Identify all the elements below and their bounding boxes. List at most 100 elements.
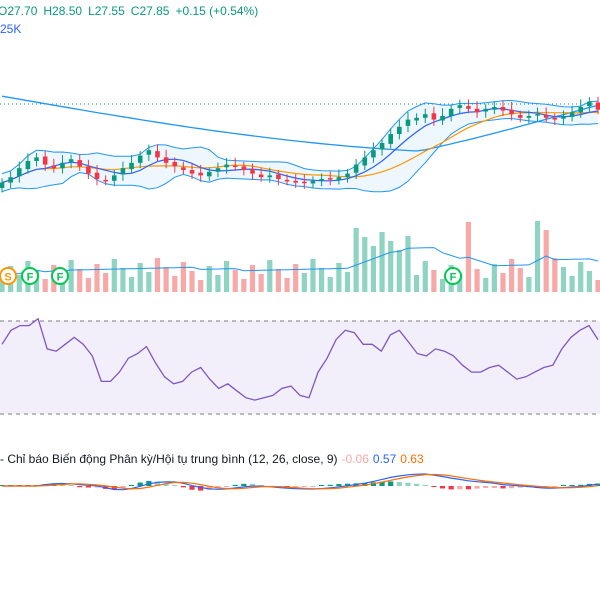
volume-bar: [42, 279, 48, 292]
volume-bar: [137, 263, 143, 292]
candle: [595, 96, 600, 115]
signal-value: 0.63: [400, 452, 424, 466]
macd-legend[interactable]: - Chỉ báo Biến động Phân kỳ/Hội tụ trung…: [0, 452, 424, 466]
volume-bar: [146, 272, 152, 292]
candle: [25, 153, 31, 174]
candle: [561, 110, 566, 125]
macd-line: [2, 473, 599, 491]
volume-bar: [552, 258, 558, 292]
candle: [68, 154, 74, 169]
candle: [198, 164, 203, 182]
macd-hist-bar: [431, 486, 437, 487]
candle: [155, 144, 160, 162]
candle: [207, 167, 212, 181]
candle: [293, 174, 298, 188]
candle: [379, 138, 385, 156]
candle: [414, 113, 419, 125]
candle: [526, 110, 532, 124]
candle: [500, 100, 506, 116]
candle: [466, 99, 471, 114]
volume-bar: [111, 259, 117, 292]
volume-bar: [509, 259, 515, 292]
volume-bar: [353, 228, 359, 292]
rsi-pane: [0, 317, 600, 415]
candle: [16, 161, 22, 183]
volume-bar: [586, 271, 592, 292]
volume-bar: [172, 276, 178, 292]
candle: [310, 176, 316, 188]
candle: [509, 101, 514, 121]
candle: [388, 128, 393, 149]
candle: [302, 173, 307, 189]
macd-hist-bar: [448, 486, 454, 490]
volume-bar: [215, 275, 221, 292]
macd-hist-bar: [327, 484, 333, 486]
volume-bar: [189, 271, 195, 292]
volume-bar: [362, 237, 368, 292]
volume-bar: [241, 279, 247, 292]
macd-hist-bar: [180, 486, 186, 488]
candle: [345, 169, 350, 183]
macd-hist-bar: [249, 483, 256, 486]
candle: [457, 99, 463, 115]
volume-bar: [310, 259, 316, 292]
candle: [492, 101, 497, 115]
macd-hist-bar: [94, 486, 100, 488]
bollinger-upper-line: [1, 99, 599, 175]
macd-hist-bar: [569, 484, 575, 486]
volume-bar: [595, 280, 600, 292]
bollinger-lower-line: [1, 117, 599, 193]
volume-bar: [327, 277, 333, 292]
candle: [405, 111, 411, 133]
candle: [51, 158, 57, 173]
macd-hist-bar: [85, 486, 91, 488]
macd-hist-bar: [560, 485, 567, 486]
candle: [578, 99, 584, 118]
candle: [258, 167, 264, 182]
price-pane[interactable]: [0, 95, 600, 193]
macd-hist-bar: [422, 484, 428, 486]
candle: [163, 149, 169, 169]
volume-bar: [526, 277, 532, 292]
candle: [284, 174, 290, 186]
candle: [42, 150, 48, 171]
candle: [448, 104, 454, 122]
volume-bar: [422, 261, 428, 292]
candle: [250, 163, 255, 180]
volume-bar: [569, 276, 575, 292]
candle: [224, 157, 229, 174]
candle: [587, 97, 592, 113]
volume-bar: [284, 278, 290, 292]
macd-hist-bar: [59, 484, 66, 486]
candle: [319, 173, 324, 187]
candle: [371, 142, 376, 163]
rsi-band: [0, 321, 600, 414]
macd-hist-bar: [189, 486, 195, 490]
candle: [422, 108, 428, 124]
candle: [569, 105, 575, 122]
candle: [353, 159, 359, 179]
volume-bar: [543, 230, 549, 292]
macd-hist-bar: [414, 483, 420, 486]
volume-bar: [491, 264, 497, 292]
candle: [77, 154, 83, 171]
macd-hist-value: -0.06: [341, 452, 369, 466]
macd-hist-bar: [258, 485, 264, 486]
long-sma-line: [1, 95, 599, 152]
volume-legend: 25K: [0, 22, 22, 36]
candle: [215, 162, 221, 178]
macd-hist-bar: [457, 486, 463, 490]
volume-bars: [0, 221, 600, 292]
candle: [34, 152, 39, 167]
macd-hist-bar: [77, 486, 83, 488]
volume-bar: [370, 246, 377, 292]
volume-bar: [163, 267, 169, 292]
macd-hist-bar: [120, 486, 126, 489]
candle: [103, 175, 108, 186]
macd-hist-bar: [483, 486, 489, 489]
macd-hist-bar: [318, 485, 325, 486]
volume-bar: [336, 263, 342, 292]
macd-hist-bar: [578, 484, 584, 486]
candle: [483, 104, 489, 118]
